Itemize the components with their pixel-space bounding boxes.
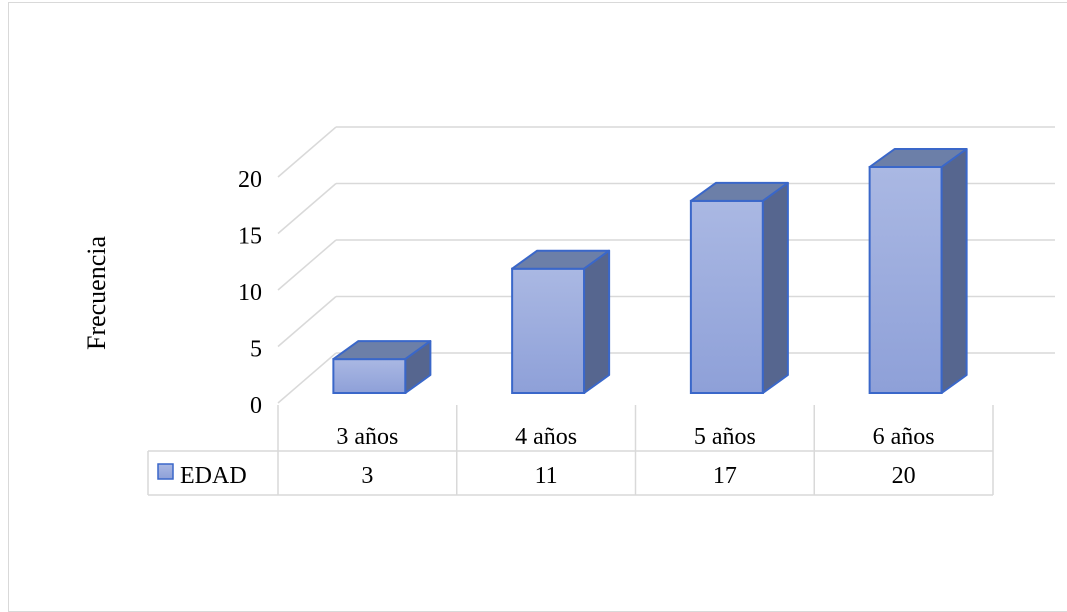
y-tick-label: 10	[238, 280, 262, 306]
category-label: 5 años	[694, 424, 756, 450]
category-label: 3 años	[336, 424, 398, 450]
table-value: 20	[892, 463, 916, 489]
bar-side	[940, 148, 968, 394]
y-tick-label: 15	[238, 224, 262, 250]
bar-front	[868, 166, 943, 394]
gridline-diagonal	[277, 352, 337, 404]
legend-key	[157, 463, 174, 480]
bar	[868, 148, 968, 394]
table-row-label: EDAD	[180, 463, 247, 489]
bar-front	[332, 358, 407, 395]
y-axis-ticks: 0 5 10 15 20	[238, 167, 262, 419]
bar	[689, 181, 789, 394]
category-label: 4 años	[515, 424, 577, 450]
table-value: 3	[361, 463, 373, 489]
bar-side	[583, 249, 611, 394]
data-table: 3 años 4 años 5 años 6 años 3 11 17 20 EDAD	[147, 405, 994, 496]
gridline-diagonal	[277, 126, 337, 178]
bar	[332, 340, 432, 395]
gridline-diagonal	[277, 182, 337, 235]
table-value: 11	[535, 463, 558, 489]
y-tick-label: 0	[250, 393, 262, 419]
y-tick-label: 5	[250, 337, 262, 363]
bar-side	[761, 181, 789, 394]
bar	[511, 249, 611, 395]
bar-front	[511, 267, 586, 395]
y-tick-label: 20	[238, 167, 262, 193]
bar-side	[404, 340, 432, 394]
y-axis-label: Frecuencia	[82, 236, 111, 351]
table-value: 17	[713, 463, 737, 489]
gridline-diagonal	[277, 295, 337, 348]
bar-front	[689, 199, 764, 394]
gridline-diagonal	[277, 239, 337, 291]
category-label: 6 años	[873, 424, 935, 450]
bars	[332, 148, 968, 395]
